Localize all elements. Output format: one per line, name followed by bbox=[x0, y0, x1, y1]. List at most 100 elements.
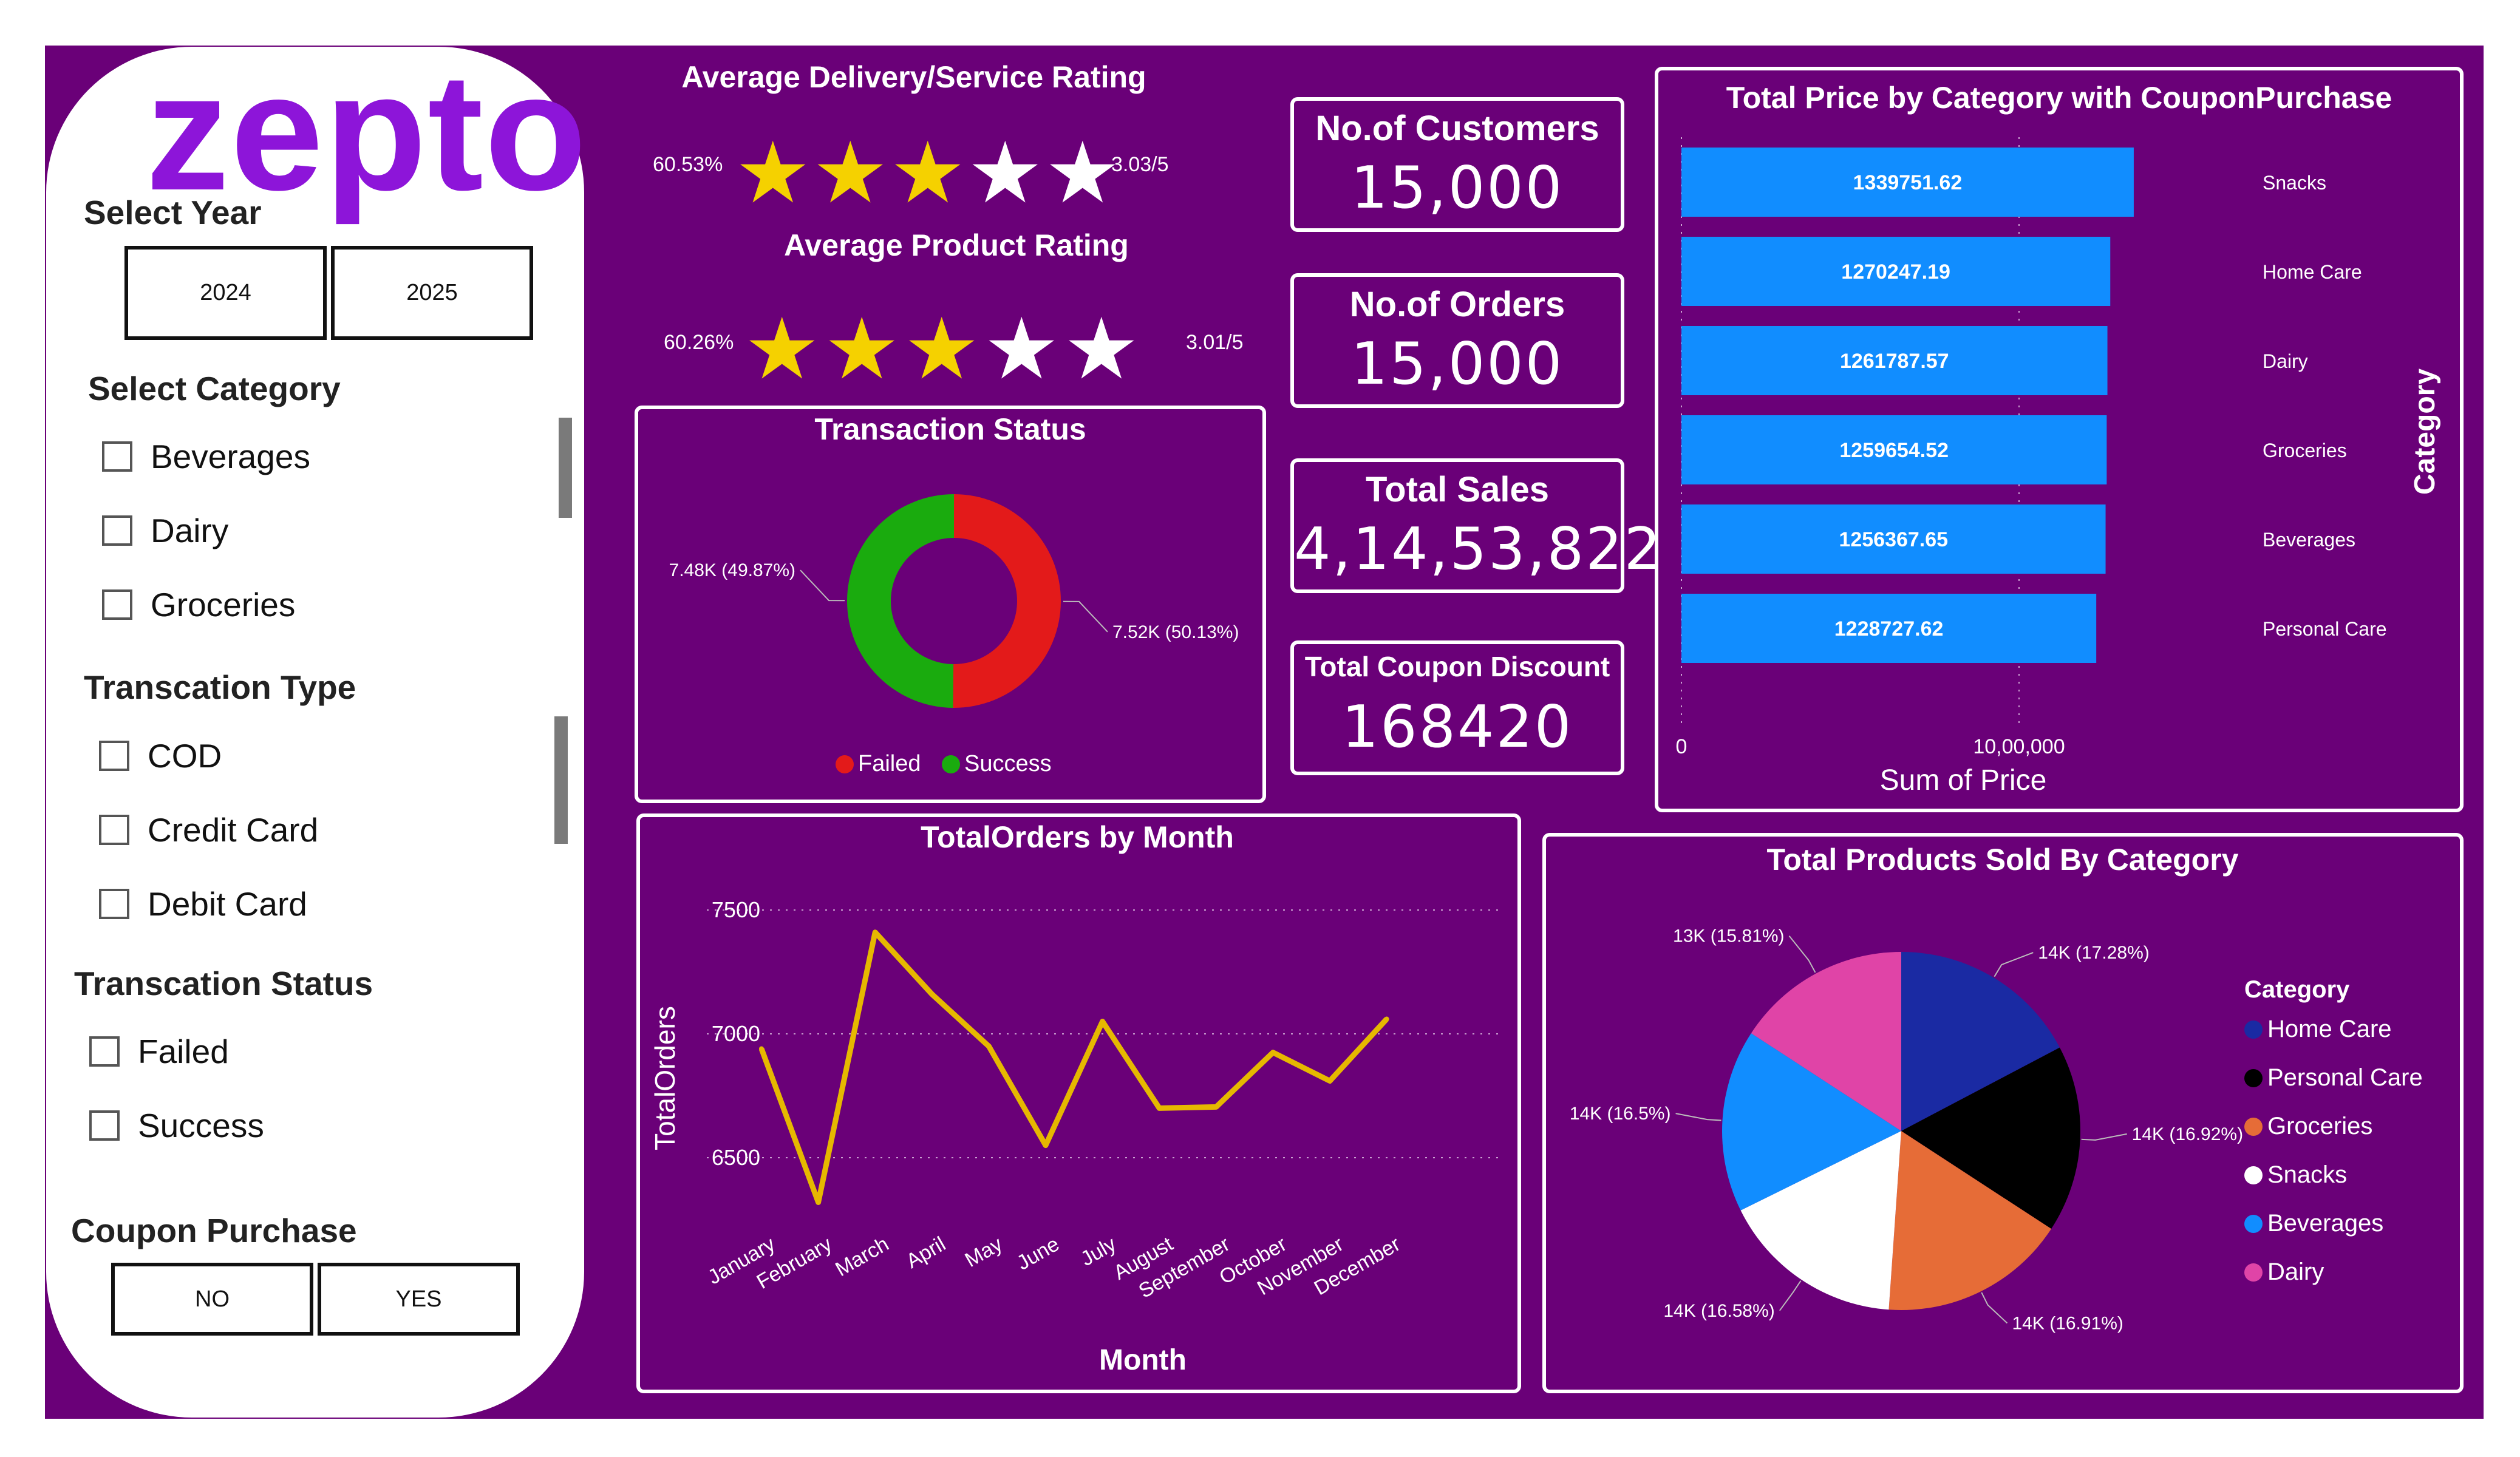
line-point[interactable] bbox=[1384, 1016, 1389, 1022]
category-tick-label: Beverages bbox=[2263, 529, 2355, 551]
checkbox[interactable] bbox=[89, 1110, 120, 1141]
delivery-rating-percent: 60.53% bbox=[653, 153, 723, 176]
transaction-type-title: Transcation Type bbox=[84, 668, 356, 706]
category-tick-label: Personal Care bbox=[2263, 618, 2387, 640]
pie-data-label: 14K (16.5%) bbox=[1570, 1104, 1671, 1124]
orders-by-month-card: TotalOrders by Month 6500 7000 7500 January… bbox=[636, 813, 1521, 1393]
line-point[interactable] bbox=[816, 1200, 821, 1205]
checkbox[interactable] bbox=[99, 741, 129, 771]
line-point[interactable] bbox=[1043, 1143, 1048, 1148]
line-point[interactable] bbox=[1157, 1105, 1162, 1111]
txn-type-option-credit-card[interactable]: Credit Card bbox=[99, 810, 318, 849]
data-label-leader bbox=[1788, 936, 1816, 973]
select-year-title: Select Year bbox=[84, 194, 262, 231]
bar-beverages[interactable] bbox=[1681, 504, 2106, 574]
bar-data-label: 1256367.65 bbox=[1839, 528, 1948, 551]
pie-data-label: 14K (17.28%) bbox=[2038, 943, 2149, 963]
checkbox[interactable] bbox=[99, 815, 129, 845]
transaction-status-chart: Transaction Status 7.52K (50.13%) 7.48K (… bbox=[669, 412, 1239, 776]
txn-type-label: COD bbox=[148, 737, 222, 775]
line-point[interactable] bbox=[1213, 1104, 1219, 1110]
x-tick-label: April bbox=[902, 1232, 950, 1273]
customers-card: No.of Customers 15,000 bbox=[1290, 97, 1624, 232]
txn-status-option-failed[interactable]: Failed bbox=[89, 1032, 229, 1071]
pie-slice-home-care[interactable] bbox=[1901, 952, 2060, 1131]
empty-star-icon: ★ bbox=[1044, 125, 1121, 220]
empty-star-icon: ★ bbox=[967, 125, 1044, 220]
delivery-rating-score: 3.03/5 bbox=[1111, 153, 1169, 176]
coupon-no-button[interactable]: NO bbox=[111, 1263, 313, 1336]
bar-groceries[interactable] bbox=[1681, 415, 2107, 484]
pie-slice-dairy[interactable] bbox=[1751, 952, 1901, 1131]
legend-label: Dairy bbox=[2267, 1258, 2324, 1285]
txn-type-option-cod[interactable]: COD bbox=[99, 736, 222, 775]
checkbox[interactable] bbox=[102, 515, 132, 546]
y-tick-label: 7500 bbox=[712, 897, 760, 922]
txn-type-option-debit-card[interactable]: Debit Card bbox=[99, 885, 307, 923]
year-2024-button[interactable]: 2024 bbox=[124, 246, 327, 340]
legend-label: Groceries bbox=[2267, 1113, 2372, 1139]
bar-personal-care[interactable] bbox=[1681, 594, 2097, 663]
transaction-status-title: Transaction Status bbox=[814, 412, 1086, 446]
category-option-groceries[interactable]: Groceries bbox=[102, 585, 295, 624]
bar-dairy[interactable] bbox=[1681, 326, 2108, 395]
pie-slice-snacks[interactable] bbox=[1740, 1131, 1901, 1310]
line-point[interactable] bbox=[929, 991, 935, 997]
legend-marker bbox=[2244, 1263, 2263, 1282]
filled-star-icon: ★ bbox=[904, 301, 980, 396]
category-option-dairy[interactable]: Dairy bbox=[102, 511, 228, 550]
empty-star-icon: ★ bbox=[1063, 301, 1140, 396]
legend-marker bbox=[836, 755, 854, 773]
orders-line-series[interactable] bbox=[758, 929, 1389, 1205]
pie-slice-personal-care[interactable] bbox=[1901, 1047, 2080, 1229]
line-point[interactable] bbox=[1100, 1019, 1105, 1024]
product-rating-title: Average Product Rating bbox=[784, 228, 1129, 262]
price-by-category-chart: Total Price by Category with CouponPurch… bbox=[1676, 81, 2441, 796]
orders-by-month-chart: TotalOrders by Month 650070007500January… bbox=[649, 820, 1502, 1376]
pie-slice-beverages[interactable] bbox=[1722, 1033, 1901, 1211]
checkbox[interactable] bbox=[99, 889, 129, 919]
line-point[interactable] bbox=[759, 1046, 764, 1051]
legend-title: Category bbox=[2244, 976, 2350, 1003]
bar-home-care[interactable] bbox=[1681, 237, 2111, 306]
filled-star-icon: ★ bbox=[735, 125, 811, 220]
line-point[interactable] bbox=[986, 1044, 992, 1049]
x-tick-label: March bbox=[831, 1232, 893, 1281]
legend-marker bbox=[2244, 1215, 2263, 1233]
y-tick-label: 6500 bbox=[712, 1145, 760, 1170]
data-label-leader bbox=[1994, 952, 2034, 977]
filled-star-icon: ★ bbox=[744, 301, 820, 396]
donut-slice-success[interactable] bbox=[846, 494, 954, 708]
checkbox[interactable] bbox=[102, 441, 132, 472]
txn-type-scrollbar[interactable] bbox=[554, 716, 568, 844]
line-point[interactable] bbox=[873, 929, 878, 935]
donut-slice-failed[interactable] bbox=[953, 494, 1061, 708]
category-label: Groceries bbox=[151, 586, 296, 623]
txn-status-option-success[interactable]: Success bbox=[89, 1106, 264, 1145]
category-tick-label: Home Care bbox=[2263, 261, 2362, 283]
sales-label: Total Sales bbox=[1366, 470, 1549, 509]
product-rating-stars: ★ ★ ★ ★ ★ bbox=[744, 307, 1140, 392]
sales-value: 4,14,53,822 bbox=[1294, 516, 1663, 583]
products-by-category-title: Total Products Sold By Category bbox=[1767, 843, 2239, 877]
bar-data-label: 1270247.19 bbox=[1841, 260, 1950, 284]
checkbox[interactable] bbox=[89, 1036, 120, 1067]
year-2025-button[interactable]: 2025 bbox=[331, 246, 533, 340]
pie-slice-groceries[interactable] bbox=[1888, 1131, 2052, 1310]
category-label: Beverages bbox=[151, 438, 310, 475]
checkbox[interactable] bbox=[102, 589, 132, 620]
coupon-discount-label: Total Coupon Discount bbox=[1304, 651, 1610, 682]
category-option-beverages[interactable]: Beverages bbox=[102, 437, 310, 476]
delivery-rating-title: Average Delivery/Service Rating bbox=[681, 60, 1146, 94]
legend-label: Home Care bbox=[2267, 1016, 2392, 1042]
filled-star-icon: ★ bbox=[890, 125, 966, 220]
line-point[interactable] bbox=[1327, 1078, 1332, 1084]
bar-snacks[interactable] bbox=[1681, 148, 2134, 217]
legend-label: Beverages bbox=[2267, 1210, 2383, 1237]
category-tick-label: Groceries bbox=[2263, 440, 2347, 461]
category-scrollbar[interactable] bbox=[559, 418, 572, 518]
coupon-yes-button[interactable]: YES bbox=[318, 1263, 520, 1336]
orders-by-month-title: TotalOrders by Month bbox=[921, 820, 1234, 854]
x-tick-label: 10,00,000 bbox=[1973, 735, 2065, 758]
line-point[interactable] bbox=[1270, 1050, 1276, 1055]
